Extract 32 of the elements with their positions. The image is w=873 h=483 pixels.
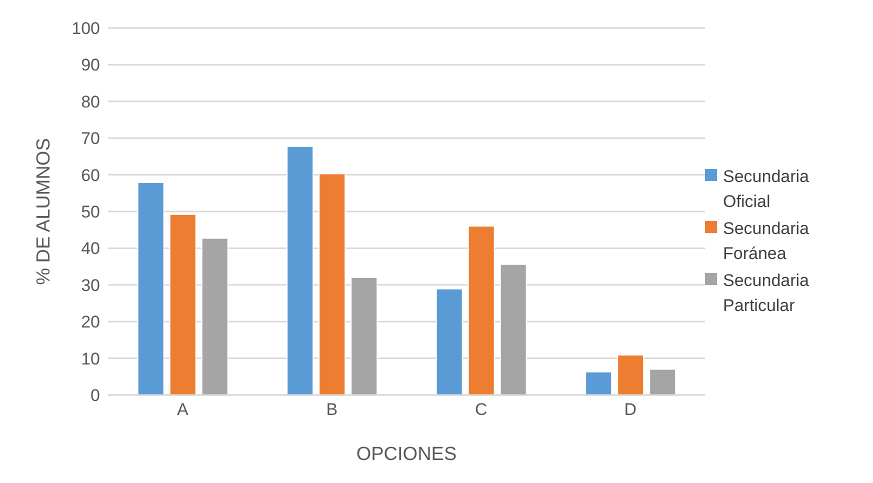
legend-label: Secundaria Particular [723,270,810,316]
y-axis-title: % DE ALUMNOS [34,138,55,285]
legend-label: Secundaria Foránea [723,218,810,264]
y-tick-label: 60 [81,166,100,185]
x-tick-label: B [326,400,338,420]
bar [649,368,676,395]
bar [585,371,612,395]
bar [201,238,228,395]
bar [500,264,527,395]
x-axis-title: OPCIONES [356,444,457,465]
y-tick-label: 50 [81,202,100,222]
x-tick-label: A [176,400,189,420]
bar [318,173,346,395]
bar [169,214,196,395]
bar [468,226,495,395]
y-tick-label: 10 [81,349,100,368]
x-tick-label: D [624,400,637,420]
bar [617,354,644,395]
bar [286,146,314,395]
y-tick-label: 90 [81,56,100,75]
legend-label: Secundaria Oficial [723,166,810,212]
y-tick-label: 80 [81,92,100,112]
bar [436,288,463,395]
y-tick-label: 70 [81,129,100,148]
y-tick-label: 30 [81,276,100,295]
y-tick-label: 0 [90,386,100,406]
bar [137,182,164,395]
y-tick-label: 100 [72,19,100,38]
y-tick-label: 40 [81,239,100,258]
x-tick-label: C [474,400,488,420]
y-tick-label: 20 [81,312,100,332]
bar [350,277,378,395]
